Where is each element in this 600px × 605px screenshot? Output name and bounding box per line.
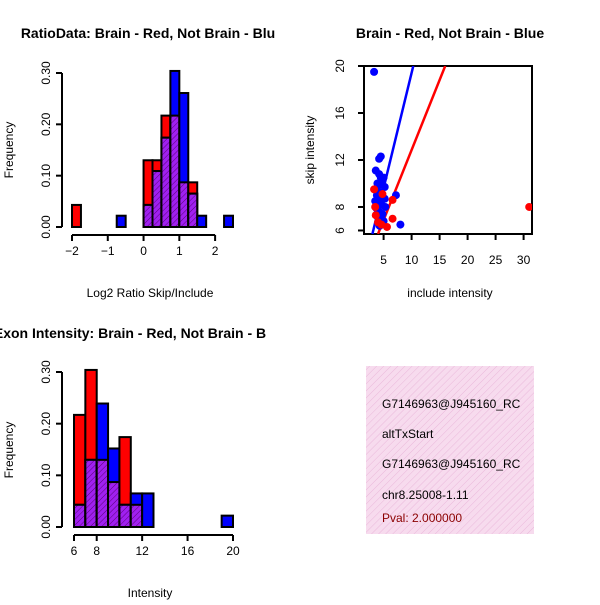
scatter-x-tick-label: 5 [380,253,387,267]
scatter-point-not-brain [396,220,405,229]
scatter-plot-box [363,65,533,235]
ratio-y-tick-label: 0.20 [39,112,53,136]
info-box-background [366,366,534,534]
scatter-x-axis-label: include intensity [407,286,492,300]
exon-axes: 6 8 12 16 20 0.00 0.10 0.20 0.30 [39,360,240,558]
exon-bar-overlap [129,503,144,528]
scatter-points [370,67,532,231]
exon-bars [73,368,234,529]
ratio-bar-overlap [142,203,154,228]
info-event-type: altTxStart [382,427,434,441]
scatter-x-tick-label: 25 [489,253,503,267]
ratio-bar-overlap [169,114,181,228]
exon-bar-overlap [118,503,132,528]
scatter-point-brain [371,202,380,211]
exon-y-tick-label: 0.10 [39,463,53,487]
scatter-point-brain [388,195,397,204]
scatter-point-not-brain [380,183,389,192]
scatter-x-tick-label: 15 [433,253,447,267]
exon-x-tick-label: 6 [71,544,78,558]
ratio-bar-overlap [178,181,190,228]
ratio-bar-overlap [187,192,199,228]
exon-bar-overlap [107,481,121,528]
scatter-x-tick-label: 10 [405,253,419,267]
exon-intensity-histogram-panel: Exon Intensity: Brain - Red, Not Brain -… [0,325,266,600]
ratio-y-axis-label: Frequency [2,122,16,179]
exon-x-tick-label: 20 [226,544,240,558]
ratio-bars [71,69,235,228]
scatter-point-not-brain [370,67,379,76]
ratio-x-tick-label: 1 [176,244,183,258]
ratio-x-tick-label: 0 [140,244,147,258]
scatter-point-brain [378,190,387,199]
exon-y-axis-label: Frequency [2,422,16,479]
scatter-y-tick-label: 20 [333,59,347,73]
scatter-point-not-brain [381,202,390,211]
exon-bar-not-brain [141,492,155,528]
ratio-y-tick-label: 0.00 [39,215,53,239]
info-box-panel: G7146963@J945160_RC altTxStart G7146963@… [366,366,534,534]
scatter-point-brain [370,185,379,194]
ratio-bar-brain [71,203,82,228]
exon-x-tick-label: 16 [181,544,195,558]
scatter-point-not-brain [379,173,388,182]
ratio-y-tick-label: 0.30 [39,61,53,85]
ratio-bar-overlap [160,136,172,228]
exon-chart-title: Exon Intensity: Brain - Red, Not Brain -… [0,325,266,341]
scatter-regression-line-red [376,66,447,234]
scatter-chart-title: Brain - Red, Not Brain - Blue [356,25,544,41]
ratio-chart-title: RatioData: Brain - Red, Not Brain - Blu [21,25,275,41]
exon-x-tick-label: 12 [135,544,149,558]
info-location: chr8.25008-1.11 [382,488,469,502]
scatter-point-brain [525,202,532,211]
exon-y-tick-label: 0.20 [39,412,53,436]
ratio-axes: −2 −1 0 1 2 0.00 0.10 0.20 0.30 [39,61,219,258]
scatter-point-brain [371,211,380,220]
scatter-y-tick-label: 12 [333,153,347,167]
exon-y-tick-label: 0.30 [39,360,53,384]
exon-bar-not-brain [220,514,234,529]
ratio-x-tick-label: −1 [101,244,115,258]
ratio-x-axis-label: Log2 Ratio Skip/Include [87,286,214,300]
scatter-axes: 5 10 15 20 25 30 6 8 12 16 20 [333,59,531,267]
ratio-bar-overlap [151,170,163,228]
info-pvalue: Pval: 2.000000 [382,511,462,525]
scatter-panel: Brain - Red, Not Brain - Blue 5 10 15 20 25 3… [303,25,544,300]
exon-bar-overlap [73,503,87,528]
exon-x-axis-label: Intensity [128,586,173,600]
scatter-x-tick-label: 30 [517,253,531,267]
scatter-y-tick-label: 6 [333,227,347,234]
scatter-y-axis-label: skip intensity [303,116,317,185]
exon-bar-overlap [84,458,98,529]
ratio-bar-not-brain [196,214,208,228]
scatter-point-brain [382,222,391,231]
ratio-bar-not-brain [115,214,127,228]
exon-bar-overlap [95,458,110,529]
ratio-y-tick-label: 0.10 [39,164,53,188]
scatter-point-brain [388,214,397,223]
exon-x-tick-label: 8 [93,544,100,558]
info-id-line-2: G7146963@J945160_RC [382,457,521,471]
scatter-point-not-brain [376,152,385,161]
ratio-histogram-panel: RatioData: Brain - Red, Not Brain - Blu … [2,25,275,300]
ratio-x-tick-label: −2 [65,244,79,258]
scatter-x-tick-label: 20 [461,253,475,267]
exon-y-tick-label: 0.00 [39,515,53,539]
ratio-bar-not-brain [223,214,235,228]
info-id-line-1: G7146963@J945160_RC [382,397,521,411]
scatter-y-tick-label: 16 [333,106,347,120]
scatter-y-tick-label: 8 [333,203,347,210]
ratio-x-tick-label: 2 [212,244,219,258]
